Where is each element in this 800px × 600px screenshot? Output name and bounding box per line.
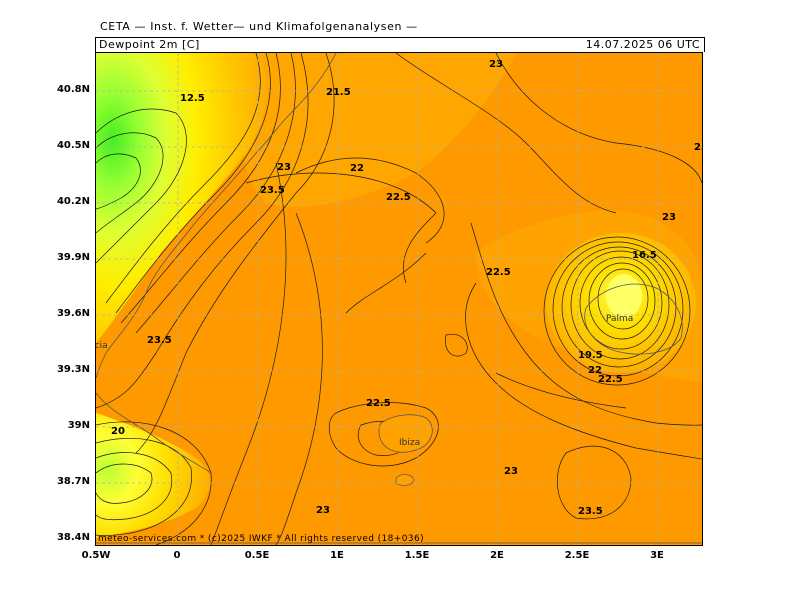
contour-lines — [96, 53, 702, 545]
place-valencia: Valencia — [96, 341, 108, 351]
contour-label: 23 — [316, 505, 330, 516]
contour-label: 22 — [350, 163, 364, 174]
graticule — [96, 53, 702, 545]
title-bar: Dewpoint 2m [C] 14.07.2025 06 UTC — [95, 37, 705, 52]
organization-header: CETA — Inst. f. Wetter— und Klimafolgena… — [100, 20, 418, 33]
contour-label: 22.5 — [366, 398, 391, 409]
lat-label: 40.2N — [56, 196, 90, 207]
contour-label: 23 — [277, 162, 291, 173]
lon-label: 1E — [330, 550, 344, 561]
lon-label: 0.5W — [81, 550, 111, 561]
lat-label: 38.7N — [56, 476, 90, 487]
contour-label: 23.5 — [147, 335, 172, 346]
lon-label: 1.5E — [404, 550, 430, 561]
lon-label: 0 — [173, 550, 181, 561]
lat-label: 38.4N — [56, 532, 90, 543]
contour-label: 23.5 — [260, 185, 285, 196]
contour-label: 22.5 — [486, 267, 511, 278]
field-title: Dewpoint 2m [C] — [99, 38, 200, 51]
lon-label: 2.5E — [564, 550, 590, 561]
lat-label: 39N — [67, 420, 90, 431]
mallorca-core — [606, 274, 642, 318]
contour-label: 23 — [662, 212, 676, 223]
contour-label: 22.5 — [598, 374, 623, 385]
valid-time: 14.07.2025 06 UTC — [585, 38, 700, 51]
lat-label: 39.9N — [56, 252, 90, 263]
lat-label: 39.3N — [56, 364, 90, 375]
sw-moist-zone — [96, 413, 211, 538]
contour-label: 23 — [504, 466, 518, 477]
nw-moist-zone — [96, 53, 266, 343]
contour-label: 20 — [111, 426, 125, 437]
contour-label: 23 — [694, 142, 702, 153]
contour-label: 16.5 — [632, 250, 657, 261]
contour-label: 23.5 — [578, 506, 603, 517]
lon-label: 0.5E — [244, 550, 270, 561]
contour-label: 19.5 — [578, 350, 603, 361]
place-ibiza: Ibiza — [399, 438, 420, 448]
formentera-island — [395, 474, 415, 486]
light-orange-region-north — [240, 53, 517, 207]
lon-label: 2E — [490, 550, 504, 561]
contour-label: 22 — [588, 365, 602, 376]
lon-label: 3E — [650, 550, 664, 561]
contour-label: 22.5 — [386, 192, 411, 203]
mallorca-island — [584, 283, 683, 355]
contour-label: 21.5 — [326, 87, 351, 98]
coastline — [96, 53, 702, 544]
contour-label: 23 — [489, 59, 503, 70]
lat-label: 40.5N — [56, 140, 90, 151]
contour-label: 12.5 — [180, 93, 205, 104]
copyright-footer: meteo-services.com * (c)2025 IWKF * All … — [98, 534, 425, 544]
lat-label: 39.6N — [56, 308, 90, 319]
ibiza-island — [378, 414, 433, 453]
lat-label: 40.8N — [56, 84, 90, 95]
place-palma: Palma — [606, 314, 633, 324]
dewpoint-map: 12.5 21.5 23 22 23.5 22.5 23 23.5 20 22.… — [95, 52, 703, 546]
